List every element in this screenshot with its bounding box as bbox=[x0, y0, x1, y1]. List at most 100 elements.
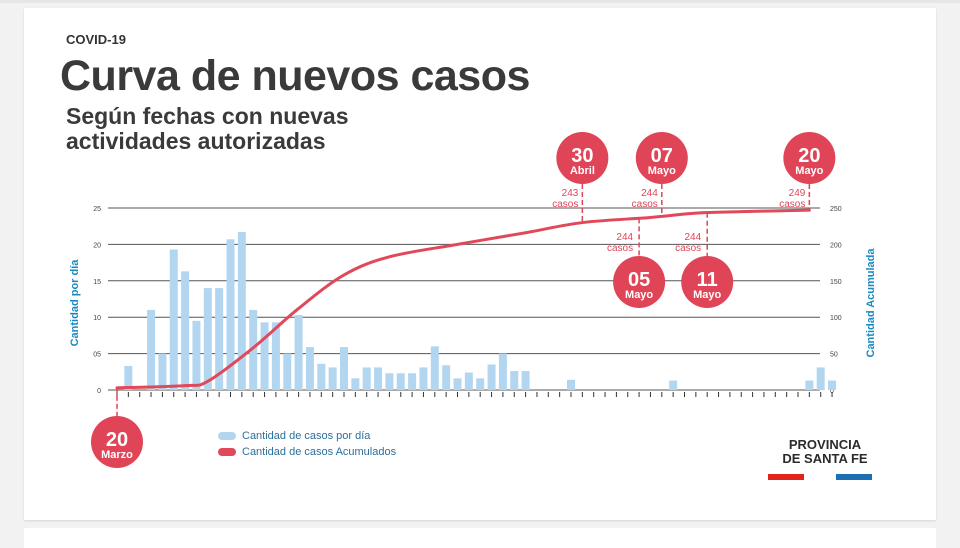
annotation-month: Mayo bbox=[625, 289, 653, 301]
annotation-circle bbox=[783, 132, 836, 184]
annotation-count: 249 bbox=[789, 188, 806, 199]
bar bbox=[305, 347, 314, 390]
bar bbox=[487, 364, 496, 390]
bar bbox=[476, 378, 485, 390]
y-tick-right: 50 bbox=[830, 352, 838, 359]
annotation-count-unit: casos bbox=[675, 243, 701, 254]
annotation-count: 244 bbox=[616, 232, 633, 243]
kicker-label: COVID-19 bbox=[66, 32, 126, 47]
page-title: Curva de nuevos casos bbox=[60, 52, 530, 100]
y-tick-left: 25 bbox=[93, 206, 101, 213]
bar bbox=[408, 373, 417, 390]
y-tick-right: 150 bbox=[830, 279, 842, 286]
annotation-layer: 20Marzo243casos30Abril244casos07Mayo249c… bbox=[91, 132, 836, 468]
y-axis-left-label: Cantidad por día bbox=[69, 259, 81, 347]
bar bbox=[464, 372, 473, 390]
y-tick-left: 10 bbox=[93, 315, 101, 322]
bar bbox=[351, 378, 360, 390]
annotation-circle bbox=[91, 416, 143, 468]
annotation-count-unit: casos bbox=[552, 199, 578, 210]
bar bbox=[340, 347, 348, 390]
bar bbox=[294, 315, 303, 390]
bar bbox=[226, 239, 235, 390]
y-tick-right: 100 bbox=[830, 315, 842, 322]
annotation-day: 20 bbox=[798, 145, 820, 167]
brand-logo: PROVINCIA DE SANTA FE bbox=[770, 438, 880, 466]
annotation-month: Mayo bbox=[795, 165, 823, 177]
bar bbox=[828, 380, 837, 390]
annotation-day: 30 bbox=[571, 145, 593, 167]
bar bbox=[192, 320, 201, 390]
y-axis-right-label: Cantidad Acumulada bbox=[865, 248, 877, 358]
bar bbox=[271, 322, 280, 390]
y-tick-right: 0 bbox=[830, 388, 834, 395]
legend-item-line: Cantidad de casos Acumulados bbox=[218, 444, 396, 460]
annotation-count: 243 bbox=[562, 188, 579, 199]
bar bbox=[669, 380, 678, 390]
annotation-circle bbox=[681, 256, 734, 308]
bar bbox=[567, 379, 575, 390]
annotation-circle bbox=[635, 132, 688, 184]
annotation-month: Abril bbox=[570, 165, 595, 177]
y-tick-right: 200 bbox=[830, 242, 842, 249]
bar bbox=[453, 378, 462, 390]
annotation-count-unit: casos bbox=[779, 199, 805, 210]
bar bbox=[283, 353, 292, 390]
bar bbox=[203, 288, 212, 390]
bar bbox=[169, 249, 178, 390]
y-tick-right: 250 bbox=[830, 206, 842, 213]
annotation-month: Marzo bbox=[101, 449, 133, 461]
bar bbox=[147, 309, 156, 390]
bar bbox=[510, 371, 519, 390]
brand-line-1: PROVINCIA bbox=[788, 437, 862, 452]
bar bbox=[328, 367, 337, 390]
annotation-day: 05 bbox=[628, 269, 650, 291]
bar bbox=[442, 365, 451, 390]
bar bbox=[498, 353, 507, 390]
bar bbox=[317, 363, 326, 390]
annotation-circle bbox=[556, 132, 609, 184]
annotation-day: 07 bbox=[651, 145, 673, 167]
legend-swatch-line bbox=[218, 448, 236, 456]
legend-swatch-bars bbox=[218, 432, 236, 440]
legend-label-bars: Cantidad de casos por día bbox=[242, 430, 371, 442]
top-border bbox=[0, 0, 960, 3]
bar bbox=[805, 380, 814, 390]
y-tick-left: 20 bbox=[93, 242, 101, 249]
brand-line-2: DE SANTA FE bbox=[782, 451, 868, 466]
legend-item-bars: Cantidad de casos por día bbox=[218, 428, 396, 444]
y-tick-left: 0 bbox=[97, 388, 101, 395]
bar bbox=[374, 367, 383, 390]
annotation-month: Mayo bbox=[648, 165, 676, 177]
bar bbox=[385, 373, 394, 390]
cumulative-line bbox=[115, 208, 811, 390]
brand-flag-red bbox=[768, 474, 804, 480]
bar bbox=[419, 367, 428, 390]
bar-layer bbox=[124, 232, 837, 390]
bar bbox=[430, 346, 439, 390]
y-tick-left: 05 bbox=[93, 352, 101, 359]
annotation-circle bbox=[613, 256, 666, 308]
subtitle: Según fechas con nuevas actividades auto… bbox=[66, 104, 426, 154]
bar bbox=[158, 353, 167, 390]
annotation-count-unit: casos bbox=[632, 199, 658, 210]
bar bbox=[816, 367, 825, 390]
y-tick-left: 15 bbox=[93, 279, 101, 286]
annotation-count-unit: casos bbox=[607, 243, 633, 254]
bar bbox=[237, 232, 246, 390]
subtitle-line-1: Según fechas con nuevas bbox=[66, 103, 349, 129]
line-layer bbox=[115, 208, 811, 390]
brand-flag-blue bbox=[836, 474, 872, 480]
subtitle-line-2: actividades autorizadas bbox=[66, 128, 326, 154]
bar bbox=[181, 271, 190, 390]
annotation-month: Mayo bbox=[693, 289, 721, 301]
annotation-count: 244 bbox=[641, 188, 658, 199]
bar bbox=[260, 322, 269, 390]
legend-label-line: Cantidad de casos Acumulados bbox=[242, 446, 397, 458]
annotation-count: 244 bbox=[685, 232, 702, 243]
chart-legend: Cantidad de casos por día Cantidad de ca… bbox=[218, 428, 396, 460]
bar bbox=[521, 371, 530, 390]
bar bbox=[249, 309, 258, 390]
bar bbox=[396, 373, 405, 390]
